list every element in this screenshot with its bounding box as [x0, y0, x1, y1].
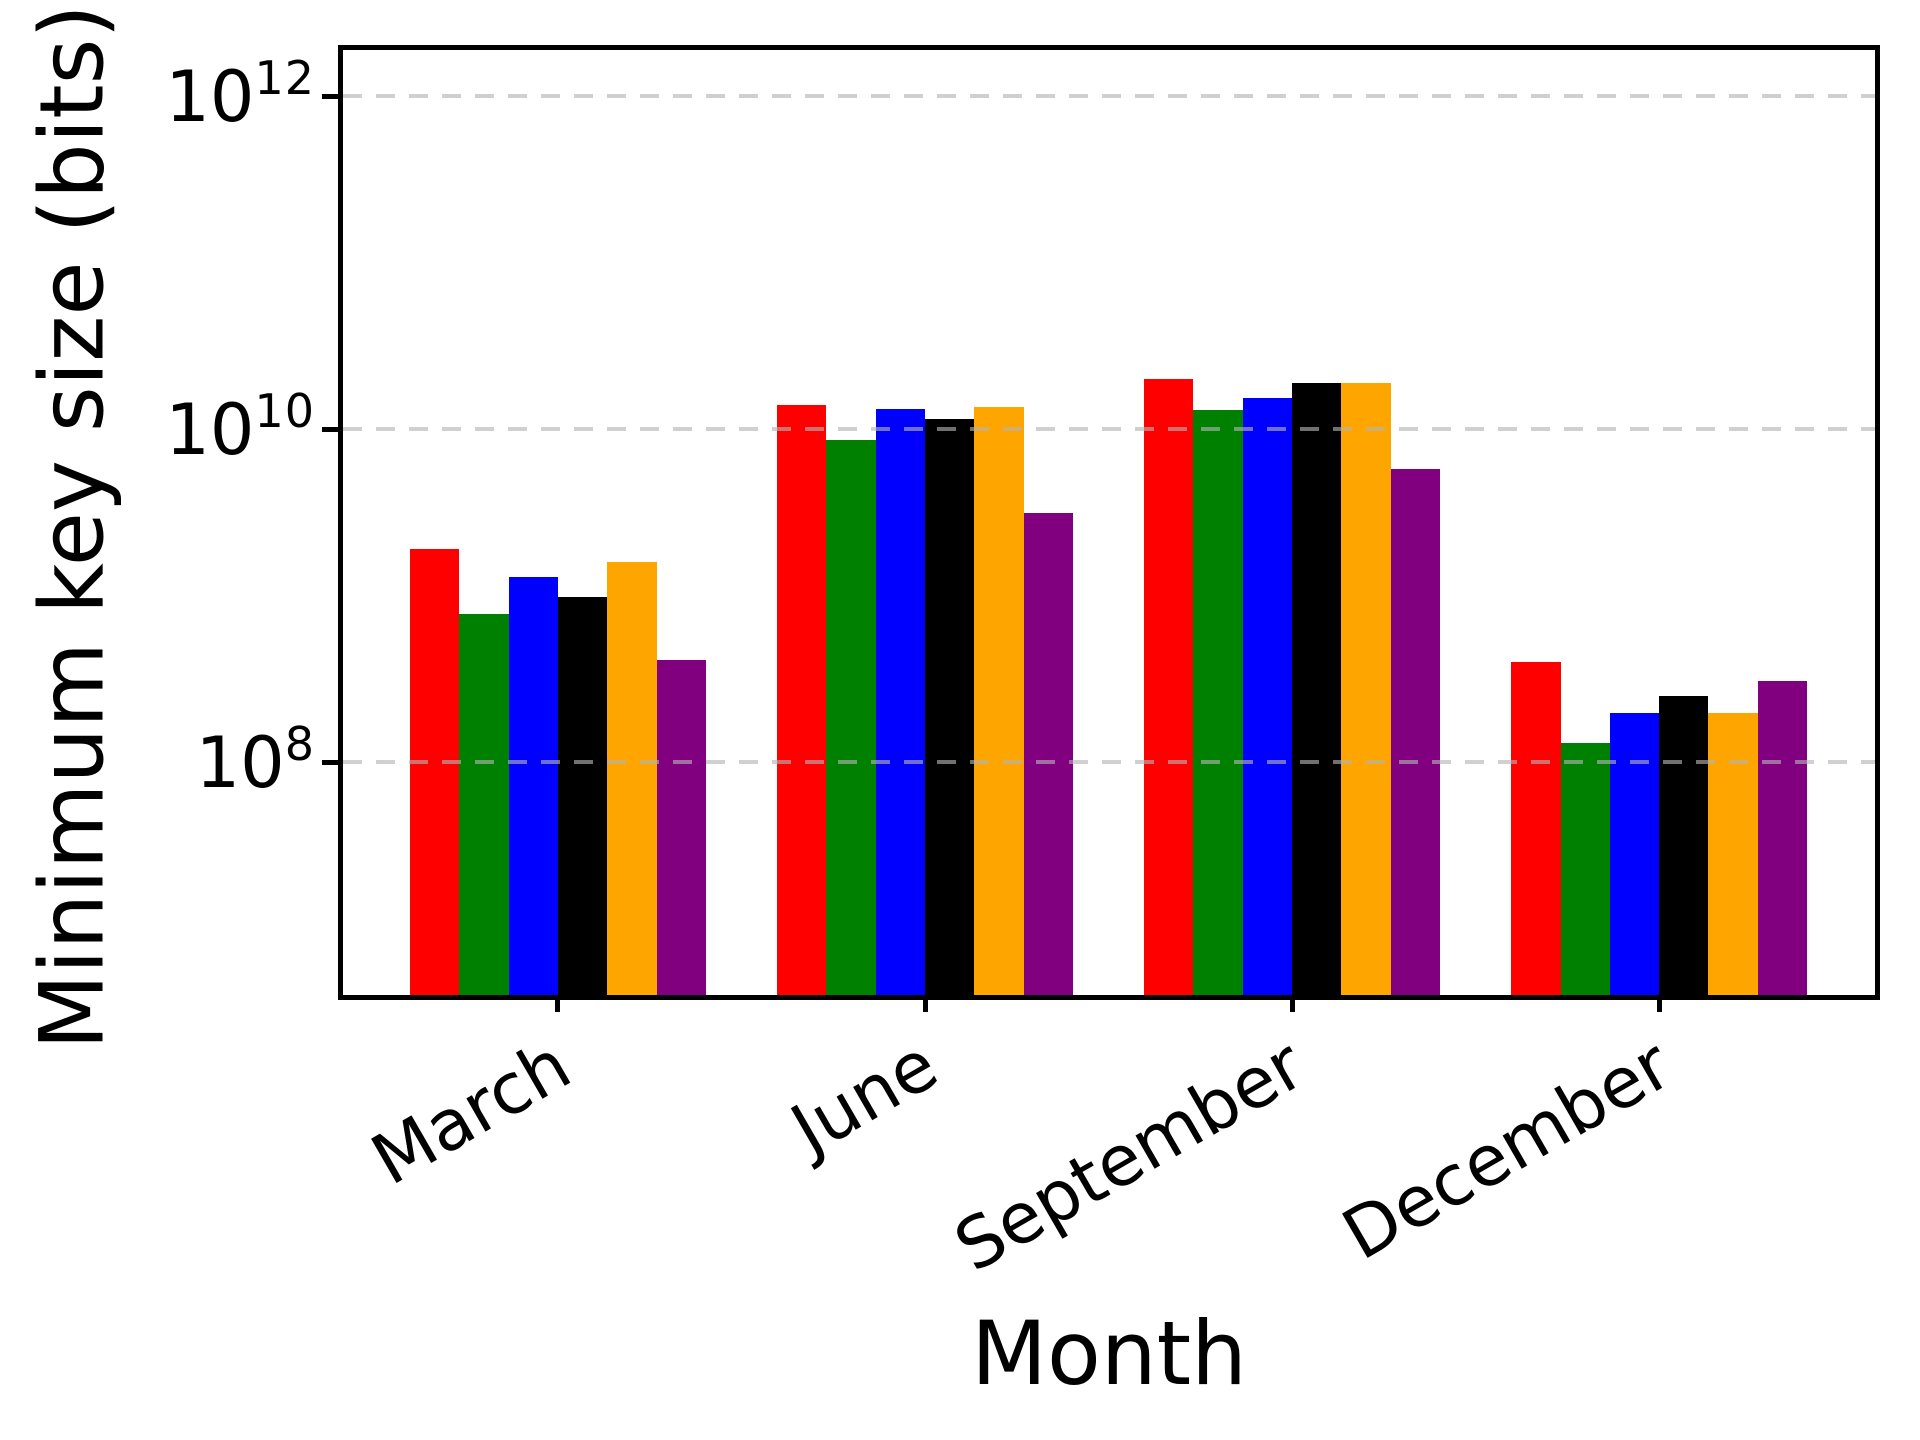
y-tick-base: 10	[165, 56, 255, 139]
bar-green-june	[826, 439, 876, 995]
bar-blue-march	[508, 577, 558, 995]
gridline-1e8	[343, 760, 1875, 765]
bar-blue-september	[1242, 397, 1293, 995]
y-axis-title: Minimum key size (bits)	[20, 4, 124, 1050]
bar-orange-september	[1341, 382, 1391, 995]
bar-blue-december	[1609, 713, 1660, 995]
bar-black-december	[1659, 696, 1709, 995]
x-tick-mark-june	[922, 995, 928, 1012]
bar-red-december	[1511, 662, 1561, 995]
x-tick-label-september: September	[941, 1023, 1318, 1288]
bar-orange-june	[974, 406, 1024, 995]
x-tick-mark-march	[555, 995, 561, 1012]
bar-green-march	[459, 613, 509, 995]
y-tick-mark-1e12	[322, 94, 343, 100]
bar-orange-march	[607, 561, 657, 995]
bar-purple-december	[1757, 680, 1808, 995]
x-tick-label-june: June	[777, 1023, 951, 1171]
plot-area	[338, 45, 1880, 1000]
bar-black-september	[1292, 382, 1342, 995]
y-tick-label-1e10: 1010	[90, 388, 315, 465]
y-tick-exponent: 12	[254, 51, 315, 106]
bar-green-december	[1560, 743, 1610, 995]
bars-layer	[343, 50, 1875, 995]
bar-green-september	[1193, 410, 1243, 995]
y-tick-label-1e12: 1012	[90, 55, 315, 132]
bar-red-september	[1144, 379, 1194, 995]
bar-red-march	[410, 548, 460, 995]
bar-purple-june	[1023, 512, 1073, 995]
x-tick-mark-december	[1656, 995, 1662, 1012]
y-tick-exponent: 8	[284, 717, 315, 772]
bar-black-march	[557, 596, 608, 995]
bar-orange-december	[1708, 712, 1758, 995]
x-tick-label-december: December	[1329, 1023, 1685, 1276]
y-tick-base: 10	[165, 389, 255, 472]
y-tick-exponent: 10	[254, 384, 315, 439]
x-axis-title: Month	[971, 1302, 1247, 1405]
bar-red-june	[777, 405, 827, 995]
bar-blue-june	[875, 408, 925, 995]
bar-purple-september	[1390, 468, 1440, 995]
y-tick-label-1e8: 108	[90, 721, 315, 798]
gridline-1e12	[343, 94, 1875, 99]
x-tick-mark-september	[1289, 995, 1295, 1012]
x-tick-label-march: March	[357, 1023, 584, 1202]
y-tick-mark-1e8	[322, 760, 343, 766]
bar-purple-march	[656, 660, 706, 995]
grid-layer	[343, 50, 1875, 995]
y-tick-base: 10	[195, 722, 285, 805]
y-tick-mark-1e10	[322, 427, 343, 433]
bar-black-june	[925, 418, 975, 995]
gridline-1e10	[343, 427, 1875, 432]
